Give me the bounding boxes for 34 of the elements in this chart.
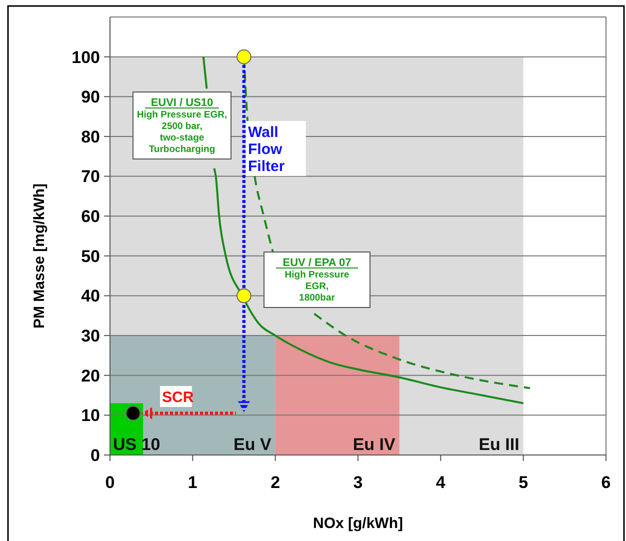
y-tick-label: 40 — [81, 286, 100, 306]
x-axis-title: NOx [g/kWh] — [313, 515, 403, 532]
y-tick-label: 80 — [81, 127, 100, 146]
y-tick-label: 30 — [81, 326, 100, 346]
series-label: Eu III — [478, 435, 520, 454]
x-tick-label: 5 — [518, 473, 528, 492]
y-tick-label: 50 — [81, 246, 100, 266]
note-label: SCR — [160, 386, 194, 407]
y-tick-label: 70 — [81, 167, 100, 186]
x-tick-label: 3 — [353, 473, 363, 492]
y-tick-label: 10 — [81, 406, 100, 426]
series-label: Eu V — [234, 435, 272, 454]
x-tick-label: 0 — [105, 473, 115, 492]
annotation: Wall Flow Filter — [248, 124, 285, 175]
annotation: EUVI / US10 High Pressure EGR, 2500 bar, two-stage Turbocharging — [136, 97, 228, 155]
x-tick-label: 2 — [270, 473, 280, 492]
line-series — [313, 312, 531, 390]
y-tick-label: 20 — [81, 366, 100, 386]
point — [236, 49, 252, 64]
x-tick-label: 4 — [436, 473, 446, 492]
x-tick-label: 1 — [188, 473, 198, 492]
annotation: EUV / EPA 07 High Pressure EGR, 1800bar — [282, 257, 352, 304]
y-axis-title: PM Masse [mg/kWh] — [31, 183, 48, 329]
y-tick-label: 90 — [81, 88, 100, 107]
y-tick-label: 60 — [81, 207, 100, 226]
x-tick-label: 6 — [601, 473, 611, 492]
note-box: EUV / EPA 07 High Pressure EGR, 1800bar — [264, 252, 370, 308]
note-label: Wall Flow Filter — [246, 121, 306, 176]
y-tick-label: 0 — [90, 446, 100, 465]
y-tick-label: 100 — [72, 48, 100, 67]
point — [126, 406, 141, 421]
point — [236, 288, 252, 304]
series-label: Eu IV — [352, 435, 396, 454]
note-box: EUVI / US10 High Pressure EGR, 2500 bar, two-stage Turbocharging — [132, 92, 232, 160]
